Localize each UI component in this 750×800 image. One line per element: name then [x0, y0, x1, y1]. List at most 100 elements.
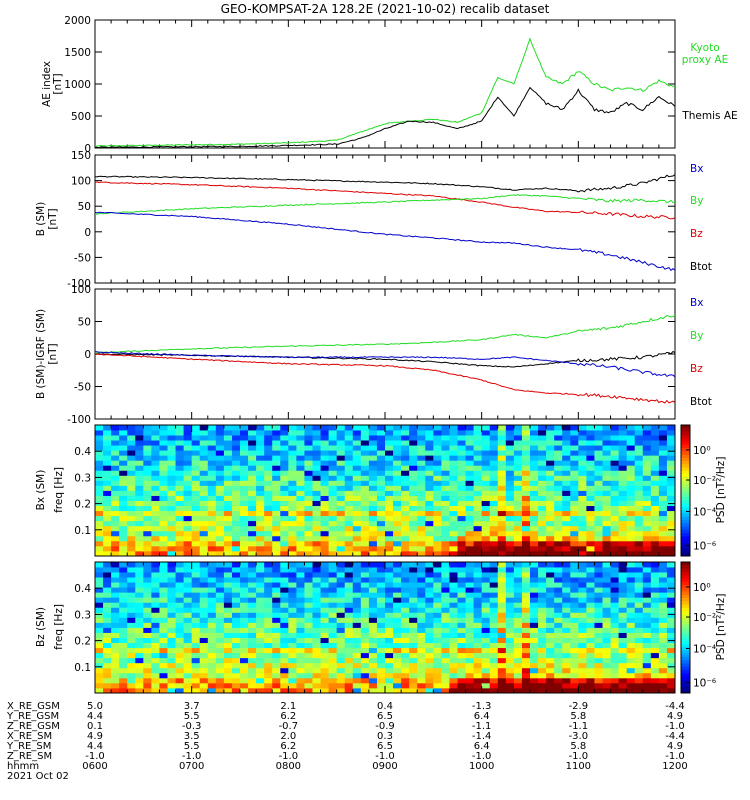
y-tick-label: 100 [71, 284, 91, 296]
spectrogram-cell [95, 485, 104, 491]
spectrogram-cell [465, 577, 475, 583]
spectrogram-cell [119, 510, 128, 517]
spectrogram-cell [248, 627, 257, 633]
spectrogram-cell [103, 460, 112, 466]
spectrogram-cell [554, 612, 563, 618]
spectrogram-cell [562, 505, 571, 512]
spectrogram-cell [513, 687, 523, 694]
spectrogram-cell [183, 480, 193, 486]
spectrogram-cell [465, 500, 475, 507]
spectrogram-cell [562, 500, 571, 507]
spectrogram-cell [626, 597, 636, 603]
spectrogram-cell [191, 505, 201, 512]
spectrogram-cell [264, 435, 273, 441]
spectrogram-cell [465, 510, 475, 517]
spectrogram-cell [95, 550, 104, 557]
colorbar-segment [681, 620, 690, 625]
spectrogram-cell [191, 475, 201, 481]
spectrogram-cell [143, 495, 152, 501]
spectrogram-cell [280, 592, 289, 598]
orbit-value: -2.9 [569, 701, 589, 712]
spectrogram-cell [441, 677, 450, 684]
bz-spectrogram-cells [95, 562, 676, 694]
spectrogram-cell [642, 637, 652, 644]
spectrogram-cell [280, 682, 289, 689]
spectrogram-cell [433, 577, 442, 583]
spectrogram-cell [344, 535, 354, 542]
spectrogram-cell [143, 617, 152, 623]
spectrogram-cell [489, 425, 499, 431]
spectrogram-cell [151, 450, 160, 456]
spectrogram-cell [328, 425, 338, 431]
spectrogram-cell [425, 440, 434, 446]
spectrogram-cell [489, 525, 499, 532]
spectrogram-cell [360, 430, 370, 436]
spectrogram-cell [385, 550, 394, 557]
spectrogram-cell [248, 525, 257, 532]
spectrogram-cell [634, 440, 644, 446]
spectrogram-cell [368, 445, 378, 451]
spectrogram-cell [666, 535, 676, 542]
colorbar-segment [681, 584, 690, 589]
spectrogram-cell [554, 435, 563, 441]
spectrogram-cell [159, 652, 168, 659]
spectrogram-cell [199, 587, 209, 593]
spectrogram-cell [513, 627, 523, 633]
spectrogram-cell [570, 450, 579, 456]
spectrogram-cell [481, 495, 491, 501]
spectrogram-cell [433, 440, 442, 446]
spectrogram-cell [642, 687, 652, 694]
spectrogram-cell [272, 505, 281, 512]
spectrogram-cell [473, 627, 483, 633]
spectrogram-cell [457, 490, 466, 496]
spectrogram-cell [554, 647, 563, 654]
spectrogram-cell [280, 637, 289, 644]
spectrogram-cell [513, 505, 523, 512]
spectrogram-cell [103, 445, 112, 451]
spectrogram-cell [626, 562, 636, 568]
spectrogram-cell [570, 677, 579, 684]
spectrogram-cell [151, 530, 160, 537]
spectrogram-cell [409, 500, 418, 507]
spectrogram-cell [304, 440, 313, 446]
spectrogram-cell [119, 495, 128, 501]
spectrogram-cell [554, 642, 563, 649]
spectrogram-cell [280, 607, 289, 613]
spectrogram-cell [449, 587, 458, 593]
spectrogram-cell [352, 577, 362, 583]
spectrogram-cell [449, 662, 458, 669]
spectrogram-cell [513, 470, 523, 476]
spectrogram-cell [610, 572, 620, 578]
spectrogram-cell [256, 612, 265, 618]
spectrogram-cell [449, 550, 458, 557]
spectrogram-cell [135, 435, 144, 441]
spectrogram-cell [554, 562, 563, 568]
spectrogram-cell [586, 470, 595, 476]
spectrogram-cell [626, 647, 636, 654]
spectrogram-cell [248, 480, 257, 486]
spectrogram-cell [626, 622, 636, 628]
spectrogram-cell [546, 530, 555, 537]
spectrogram-cell [223, 572, 233, 578]
spectrogram-cell [264, 500, 273, 507]
spectrogram-cell [578, 647, 587, 654]
spectrogram-cell [368, 662, 378, 669]
spectrogram-cell [207, 647, 217, 654]
spectrogram-cell [320, 540, 330, 547]
spectrogram-cell [449, 520, 458, 527]
spectrogram-cell [425, 465, 434, 471]
spectrogram-cell [417, 612, 426, 618]
spectrogram-cell [473, 510, 483, 517]
spectrogram-cell [658, 642, 668, 649]
spectrogram-cell [127, 480, 136, 486]
spectrogram-cell [417, 577, 426, 583]
spectrogram-cell [111, 480, 120, 486]
spectrogram-cell [159, 662, 168, 669]
spectrogram-cell [602, 530, 611, 537]
spectrogram-cell [457, 535, 466, 542]
spectrogram-cell [223, 607, 233, 613]
spectrogram-cell [352, 480, 362, 486]
spectrogram-cell [207, 562, 217, 568]
spectrogram-cell [280, 430, 289, 436]
spectrogram-cell [546, 607, 555, 613]
